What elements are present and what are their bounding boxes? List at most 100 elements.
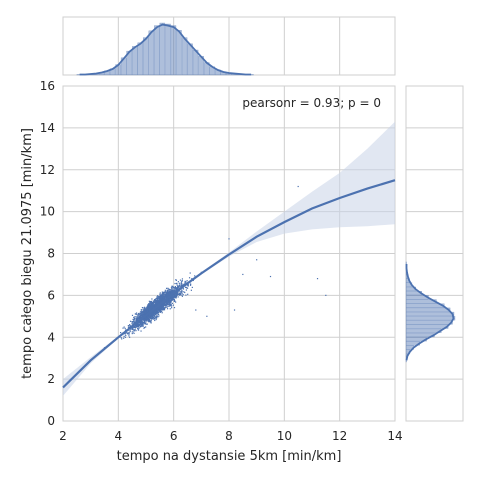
scatter-point (168, 301, 170, 304)
scatter-point (129, 329, 131, 332)
x-kde-curve (79, 23, 252, 76)
scatter-point (131, 328, 134, 331)
scatter-point (155, 303, 158, 305)
scatter-point (145, 307, 147, 309)
y-hist-bar (405, 307, 451, 312)
scatter-point (141, 325, 143, 327)
scatter-point (159, 311, 161, 313)
scatter-point (168, 303, 170, 305)
scatter-point (143, 327, 145, 329)
scatter-point (131, 321, 133, 323)
scatter-point (191, 278, 193, 280)
scatter-point (155, 317, 157, 319)
scatter-point (164, 303, 166, 306)
scatter-point (161, 307, 163, 309)
scatter-point (159, 292, 161, 294)
scatter-point (164, 307, 166, 309)
x-tick-label: 2 (59, 429, 67, 443)
scatter-point (184, 291, 186, 294)
scatter-point (171, 298, 173, 300)
scatter-point (121, 338, 123, 340)
scatter-point (172, 290, 174, 293)
scatter-point (141, 320, 143, 322)
y-tick-label: 0 (47, 414, 55, 428)
scatter-point (145, 312, 147, 314)
scatter-point (147, 315, 149, 317)
scatter-point (171, 299, 173, 301)
scatter-point (163, 308, 165, 310)
scatter-point (145, 318, 147, 320)
scatter-point (156, 309, 159, 311)
scatter-point (150, 307, 152, 309)
scatter-point (157, 295, 159, 297)
scatter-point (154, 314, 156, 317)
scatter-point (137, 324, 140, 326)
scatter-point (166, 292, 168, 295)
scatter-point (137, 326, 139, 328)
scatter-point (173, 290, 175, 292)
scatter-point (148, 304, 151, 307)
scatter-point (181, 294, 183, 296)
scatter-point (167, 300, 169, 303)
scatter-point (188, 277, 191, 279)
scatter-point (135, 324, 137, 326)
scatter-point (163, 307, 165, 309)
scatter-point (164, 291, 166, 293)
scatter-point (161, 299, 163, 301)
scatter-point (159, 307, 161, 309)
scatter-point (165, 304, 167, 307)
scatter-point (150, 317, 153, 319)
scatter-point (158, 315, 160, 317)
scatter-point (153, 305, 155, 307)
scatter-point (173, 295, 175, 297)
scatter-point (194, 275, 196, 277)
scatter-point (168, 298, 170, 301)
scatter-point (153, 304, 155, 306)
scatter-point (163, 309, 166, 311)
scatter-point (150, 321, 152, 323)
scatter-point (165, 295, 167, 297)
scatter-point (136, 324, 138, 326)
scatter-point (165, 301, 167, 303)
scatter-point (161, 294, 163, 296)
scatter-point (143, 320, 145, 322)
scatter-point (162, 295, 164, 297)
x-hist-bar (165, 23, 171, 76)
scatter-point (143, 318, 145, 320)
scatter-point (129, 330, 131, 333)
scatter-point (155, 313, 157, 316)
scatter-point (146, 309, 149, 311)
scatter-point (143, 320, 146, 323)
scatter-point (141, 313, 143, 315)
scatter-point (164, 294, 166, 296)
scatter-point (180, 282, 182, 284)
scatter-point (150, 322, 152, 324)
scatter-point (152, 318, 154, 320)
scatter-point (140, 321, 142, 323)
scatter-point (166, 289, 168, 291)
scatter-point (177, 285, 179, 287)
scatter-point (175, 294, 177, 296)
scatter-point (153, 314, 155, 317)
scatter-point (160, 296, 162, 298)
scatter-point (131, 331, 133, 333)
scatter-point (145, 321, 147, 323)
scatter-point (148, 310, 151, 312)
scatter-point (137, 322, 139, 325)
scatter-point (152, 317, 154, 319)
scatter-point (269, 275, 272, 278)
scatter-point (186, 280, 188, 282)
scatter-point (132, 327, 134, 329)
scatter-point (147, 318, 150, 320)
scatter-point (144, 316, 146, 319)
scatter-point (186, 287, 189, 289)
scatter-point (177, 296, 179, 298)
scatter-point (190, 283, 192, 285)
scatter-point (171, 288, 173, 290)
scatter-point (184, 286, 187, 288)
scatter-point (170, 302, 172, 304)
scatter-point (139, 326, 142, 328)
scatter-point (181, 280, 183, 282)
x-tick-label: 4 (115, 429, 123, 443)
scatter-point (184, 283, 186, 285)
